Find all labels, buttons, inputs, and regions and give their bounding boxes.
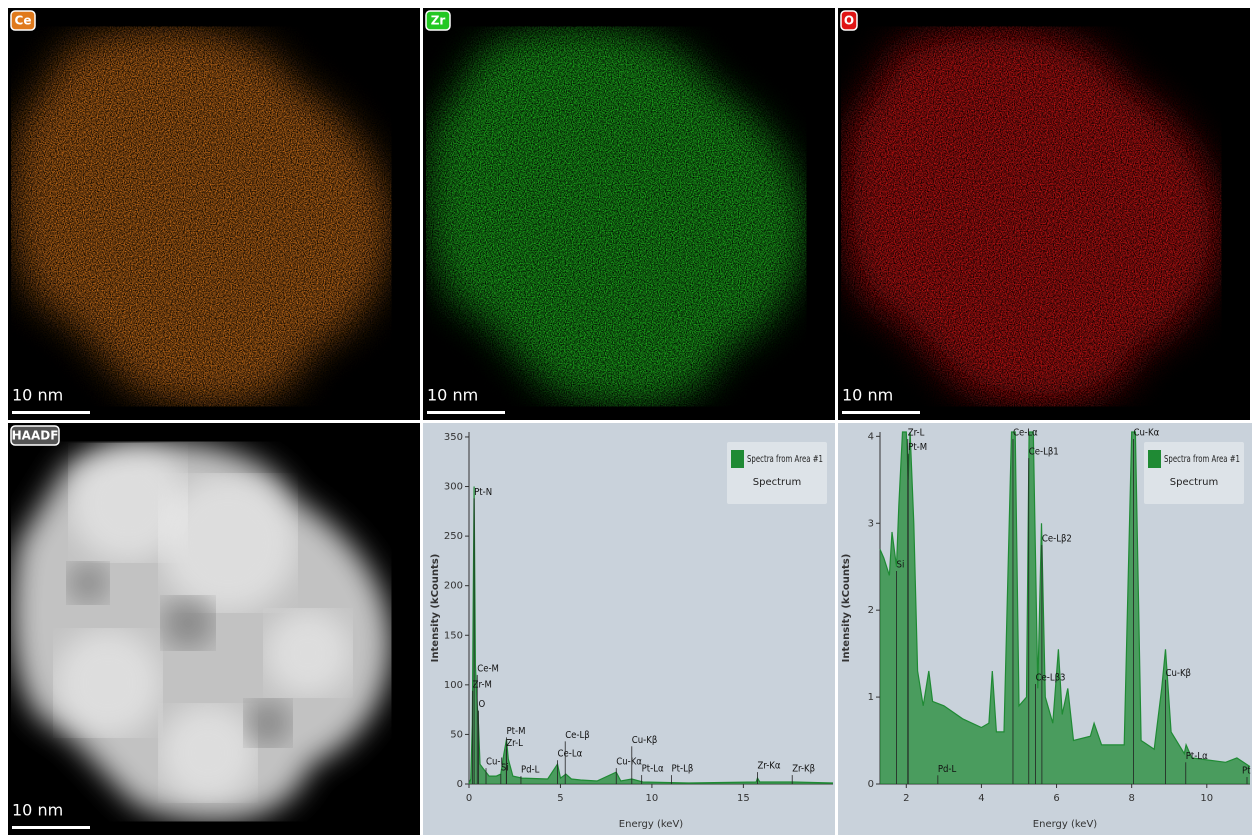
- peak-label: Zr-Kβ: [792, 764, 815, 775]
- x-tick-label: 0: [466, 793, 472, 804]
- map-label: Ce: [15, 14, 32, 28]
- bright-region: [53, 628, 163, 738]
- y-tick-label: 3: [868, 518, 874, 529]
- y-tick-label: 300: [444, 482, 463, 493]
- map-panel: HAADF 10 nm: [8, 423, 420, 835]
- legend-title: Spectra from Area #1: [1164, 454, 1240, 465]
- peak-label: Pd-L: [938, 764, 957, 775]
- map-label: Zr: [431, 14, 446, 28]
- peak-label: Ce-Lβ1: [1029, 447, 1059, 458]
- y-tick-label: 50: [450, 729, 463, 740]
- y-tick-label: 4: [868, 431, 874, 442]
- peak-label: Cu-Kα: [616, 757, 642, 768]
- peak-label: Ce-Lα: [1013, 427, 1038, 438]
- scale-bar-label: 10 nm: [427, 386, 478, 405]
- peak-label: Ce-Lβ3: [1036, 673, 1066, 684]
- map-label: O: [844, 14, 854, 28]
- scale-bar: [427, 411, 505, 414]
- map-panel: Ce 10 nm: [8, 8, 420, 420]
- x-axis-label: Energy (keV): [1033, 819, 1098, 830]
- peak-label: Pt-M: [908, 442, 927, 453]
- legend-title: Spectra from Area #1: [747, 454, 823, 465]
- scale-bar: [842, 411, 920, 414]
- peak-label: Ce-M: [477, 663, 499, 674]
- y-tick-label: 150: [444, 630, 463, 641]
- peak-label: Pt-Lα: [642, 764, 664, 775]
- x-axis-label: Energy (keV): [619, 819, 684, 830]
- figure: Ce10 nmZr10 nmO10 nmHAADF10 nm0510150501…: [0, 0, 1255, 837]
- x-tick-label: 5: [557, 793, 563, 804]
- y-tick-label: 1: [868, 692, 874, 703]
- y-tick-label: 2: [868, 605, 874, 616]
- y-tick-label: 0: [457, 779, 463, 790]
- peak-label: Ce-Lβ: [565, 730, 590, 741]
- x-tick-label: 6: [1053, 793, 1059, 804]
- peak-label: Zr-Kα: [757, 761, 780, 772]
- scale-bar-label: 10 nm: [12, 386, 63, 405]
- x-tick-label: 10: [646, 793, 659, 804]
- map-panel: Zr 10 nm: [423, 8, 835, 420]
- dark-region: [160, 595, 216, 651]
- dark-region: [66, 561, 110, 605]
- peak-label: Zr-L: [908, 427, 925, 438]
- peak-label: Si: [897, 560, 905, 571]
- x-tick-label: 10: [1200, 793, 1213, 804]
- y-tick-label: 250: [444, 531, 463, 542]
- y-tick-label: 200: [444, 581, 463, 592]
- peak-label: Cu-Kβ: [1165, 668, 1191, 679]
- y-axis-label: Intensity (kCounts): [430, 554, 441, 663]
- y-tick-label: 0: [868, 779, 874, 790]
- peak-label: Pt-Lβ: [671, 764, 693, 775]
- peak-label: Pd-L: [521, 765, 540, 776]
- peak-label: Zr-L: [506, 738, 523, 749]
- legend-entry: Spectrum: [1170, 477, 1218, 488]
- scale-bar-label: 10 nm: [12, 801, 63, 820]
- y-tick-label: 350: [444, 432, 463, 443]
- x-tick-label: 2: [903, 793, 909, 804]
- legend-swatch: [731, 450, 744, 468]
- scale-bar: [12, 826, 90, 829]
- dark-region: [243, 698, 293, 748]
- bright-region: [158, 703, 258, 803]
- bright-region: [158, 473, 298, 613]
- peak-label: Cu-Kα: [1134, 427, 1160, 438]
- peak-label: Pt: [1242, 766, 1251, 777]
- map-label: HAADF: [12, 429, 59, 443]
- x-tick-label: 15: [737, 793, 750, 804]
- scale-bar-label: 10 nm: [842, 386, 893, 405]
- peak-label: O: [479, 699, 486, 710]
- peak-label: Ce-Lα: [558, 749, 583, 760]
- y-axis-label: Intensity (kCounts): [841, 554, 852, 663]
- x-tick-label: 4: [978, 793, 984, 804]
- x-tick-label: 8: [1128, 793, 1134, 804]
- peak-label: Zr-M: [473, 679, 492, 690]
- bright-region: [263, 608, 353, 698]
- peak-label: Ce-Lβ2: [1042, 533, 1072, 544]
- map-panel: O 10 nm: [838, 8, 1250, 420]
- legend-swatch: [1148, 450, 1161, 468]
- y-tick-label: 100: [444, 680, 463, 691]
- peak-label: Si: [501, 763, 509, 774]
- scale-bar: [12, 411, 90, 414]
- peak-label: Cu-Kβ: [632, 735, 658, 746]
- peak-label: Pt-Lα: [1186, 751, 1208, 762]
- peak-label: Pt-N: [474, 487, 492, 498]
- peak-label: Pt-M: [506, 726, 525, 737]
- legend-entry: Spectrum: [753, 477, 801, 488]
